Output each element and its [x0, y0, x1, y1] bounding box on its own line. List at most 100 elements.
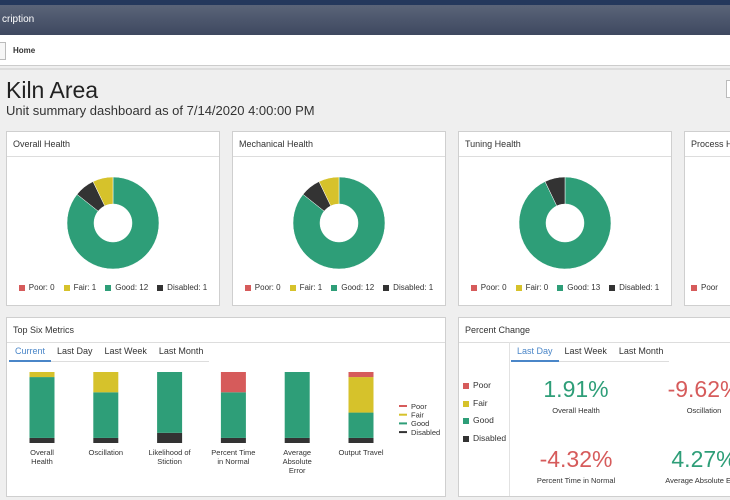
legend: Poor: 0 Fair: 1 Good: 12 Disabled: 1 [233, 283, 445, 292]
panel-title: Mechanical Health [233, 132, 445, 157]
legend-swatch [515, 285, 522, 291]
bar-segment [93, 437, 119, 443]
top-strip [0, 0, 730, 5]
legend-swatch [244, 285, 251, 291]
menu-button[interactable] [0, 42, 6, 60]
legend-label: Disabled: 1 [393, 283, 434, 292]
x-tick-label: Overall Health [30, 448, 54, 466]
legend-label: Poor [473, 380, 491, 390]
donut-slice [518, 176, 612, 270]
legend-label: Poor: 0 [28, 283, 55, 292]
panel-title: Tuning Health [459, 132, 671, 157]
legend-label: Good: 12 [115, 283, 149, 292]
panel-title: Process Health [685, 132, 730, 157]
bar-segment [157, 432, 183, 443]
panel: Process Health Poor [684, 131, 730, 306]
tab[interactable]: Last Week [558, 344, 613, 362]
breadcrumb[interactable]: Home [13, 46, 36, 55]
legend-item: Disabled: 1 [157, 283, 207, 292]
bar-segment [157, 372, 183, 433]
donut-slice [318, 176, 340, 207]
legend-swatch [463, 383, 469, 389]
bar-segment [29, 372, 55, 378]
legend-item: Fair: 1 [289, 283, 322, 292]
legend-swatch [289, 285, 296, 291]
bar-segment [93, 392, 119, 438]
panel-title: Top Six Metrics [7, 318, 445, 343]
legend-swatch [463, 400, 469, 407]
panel-title: Percent Change [459, 318, 730, 343]
legend-swatch [331, 285, 338, 291]
legend-label: Disabled [411, 428, 440, 437]
legend-swatch [157, 285, 164, 291]
separator [509, 342, 510, 496]
legend-swatch [383, 285, 390, 291]
bar-segment [348, 377, 374, 413]
legend-item: Fair: 0 [515, 283, 549, 292]
panel: Mechanical Health Poor: 0 Fair: 1 Good: 12 D… [232, 131, 446, 306]
tab[interactable]: Last Day [511, 344, 559, 362]
legend-item: Good [463, 415, 494, 425]
bar-segment [220, 437, 246, 443]
kpi-value: 4.27% [671, 446, 730, 472]
x-tick-label: Output Travel [338, 448, 384, 457]
legend-label: Fair [473, 397, 488, 408]
donut-slice [292, 176, 386, 270]
legend-item: Good: 13 [557, 283, 600, 292]
legend-item: Disabled: 1 [383, 283, 433, 292]
legend-label: Poor: 0 [254, 283, 281, 292]
donut-slice [92, 176, 114, 207]
legend-label: Good [411, 419, 429, 428]
tab[interactable]: Last Day [51, 344, 99, 362]
legend-swatch [63, 285, 70, 291]
donut-slice [544, 176, 566, 207]
kpi-value: 1.91% [543, 376, 609, 402]
page-title: Kiln Area [6, 77, 99, 103]
legend-label: Poor: 0 [480, 283, 507, 292]
kpi-label: Average Absolute Error [665, 476, 730, 485]
panel: Tuning Health Poor: 0 Fair: 0 Good: 13 Disab… [458, 131, 672, 306]
x-tick-label: Likelihood of Stiction [148, 448, 191, 466]
legend-swatch [470, 285, 477, 291]
donut-chart [518, 176, 612, 270]
donut-chart [292, 176, 386, 270]
tab[interactable]: Last Week [98, 344, 153, 362]
bar-segment [284, 372, 310, 438]
panel: Overall Health Poor: 0 Fair: 1 Good: 12 Disa… [6, 131, 220, 306]
bar-segment [348, 437, 374, 443]
legend-label: Good: 12 [341, 283, 375, 292]
bar-segment [220, 392, 246, 438]
legend-item: Poor: 0 [244, 283, 281, 292]
legend-label: Poor [701, 283, 718, 292]
legend-item: Poor: 0 [470, 283, 507, 292]
legend-item: Poor [691, 283, 718, 292]
legend-item: Fair [463, 398, 488, 408]
tab[interactable]: Last Month [152, 344, 210, 362]
tab[interactable]: Current [9, 344, 52, 362]
legend-label: Good [473, 415, 494, 426]
panel: Top Six Metrics Current Last Day Last Week L… [6, 317, 446, 497]
donut-slice [66, 176, 160, 270]
legend-item: Disabled: 1 [609, 283, 659, 292]
bar-segment [29, 377, 55, 438]
legend: Poor: 0 Fair: 0 Good: 13 Disabled: 1 [459, 283, 671, 292]
kpi-value: -4.32% [539, 446, 613, 472]
panel-title: Overall Health [7, 132, 219, 157]
legend-swatch [557, 285, 564, 291]
legend-item: Good: 12 [331, 283, 374, 292]
title-bar: cription [0, 5, 730, 35]
legend-label: Disabled: 1 [619, 283, 660, 292]
tab[interactable]: Last Month [612, 344, 670, 362]
legend-label: Poor [411, 402, 427, 411]
app-title: cription [2, 14, 35, 25]
toolbar: Home [0, 35, 730, 66]
legend-label: Good: 13 [567, 283, 601, 292]
percent-change-panel: Percent Change Poor Fair Good Disabled Last … [458, 317, 730, 497]
legend-label: Disabled [473, 433, 507, 444]
side-button[interactable] [726, 80, 730, 98]
legend-item: Disabled [463, 433, 506, 443]
tabs: Last Day Last Week Last Month [511, 344, 670, 362]
legend-label: Fair: 0 [525, 283, 549, 292]
legend-swatch [609, 285, 616, 291]
